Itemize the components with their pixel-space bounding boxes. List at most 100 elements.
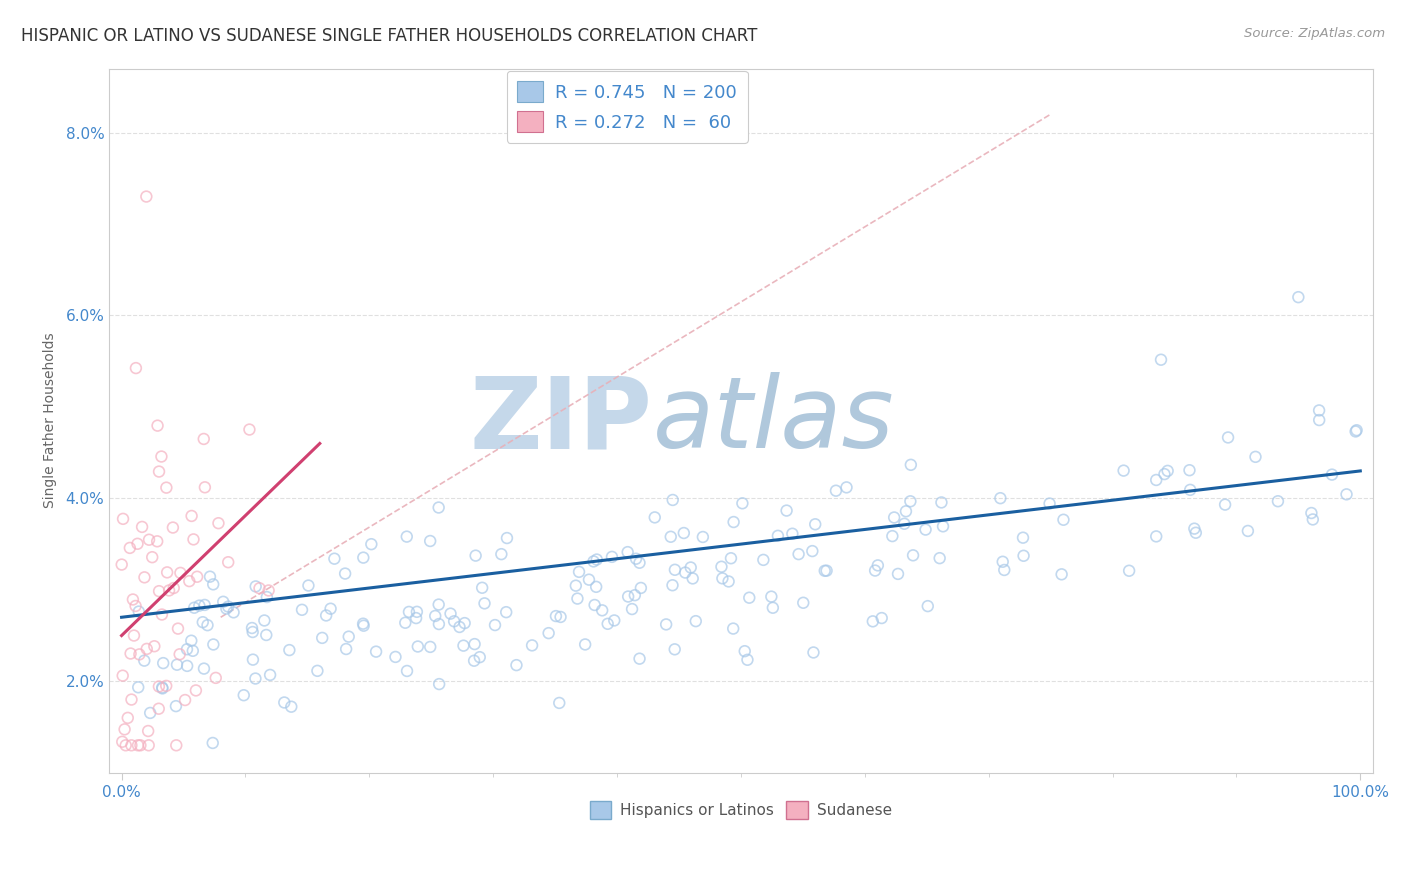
- Point: [624, 551, 647, 566]
- Point: [814, 564, 837, 578]
- Point: [179, 574, 201, 588]
- Point: [253, 614, 276, 628]
- Point: [406, 605, 429, 619]
- Point: [496, 531, 519, 545]
- Point: [738, 591, 761, 605]
- Point: [169, 647, 191, 661]
- Point: [249, 581, 271, 595]
- Point: [111, 668, 134, 682]
- Point: [661, 493, 683, 508]
- Point: [150, 450, 173, 464]
- Point: [427, 677, 450, 691]
- Point: [550, 610, 572, 624]
- Point: [1286, 290, 1309, 304]
- Point: [319, 601, 342, 615]
- Point: [122, 592, 145, 607]
- Point: [427, 598, 450, 612]
- Point: [565, 579, 588, 593]
- Point: [188, 599, 211, 613]
- Point: [127, 739, 149, 753]
- Point: [148, 702, 170, 716]
- Point: [679, 560, 702, 574]
- Text: ZIP: ZIP: [470, 372, 652, 469]
- Point: [1336, 487, 1358, 501]
- Point: [191, 615, 214, 630]
- Point: [315, 608, 337, 623]
- Point: [1244, 450, 1267, 464]
- Point: [991, 555, 1014, 569]
- Point: [583, 598, 606, 612]
- Point: [425, 609, 447, 624]
- Point: [427, 617, 450, 632]
- Point: [762, 600, 785, 615]
- Point: [150, 681, 173, 695]
- Point: [1156, 464, 1178, 478]
- Point: [567, 591, 589, 606]
- Point: [364, 645, 387, 659]
- Point: [155, 481, 177, 495]
- Point: [737, 653, 759, 667]
- Point: [1308, 403, 1330, 417]
- Point: [201, 736, 224, 750]
- Point: [568, 565, 591, 579]
- Point: [1050, 567, 1073, 582]
- Point: [449, 620, 471, 634]
- Point: [898, 494, 921, 508]
- Point: [685, 614, 707, 628]
- Point: [621, 602, 644, 616]
- Point: [353, 618, 375, 632]
- Point: [207, 516, 229, 531]
- Point: [574, 637, 596, 651]
- Point: [117, 711, 139, 725]
- Point: [463, 654, 485, 668]
- Point: [136, 724, 159, 739]
- Point: [495, 605, 517, 619]
- Point: [128, 648, 150, 662]
- Point: [122, 629, 145, 643]
- Point: [1012, 531, 1035, 545]
- Point: [333, 566, 356, 581]
- Point: [184, 683, 207, 698]
- Point: [352, 550, 374, 565]
- Point: [256, 590, 278, 604]
- Point: [1185, 525, 1208, 540]
- Point: [215, 601, 238, 615]
- Point: [143, 639, 166, 653]
- Point: [792, 596, 814, 610]
- Point: [1052, 513, 1074, 527]
- Point: [711, 571, 734, 585]
- Point: [217, 599, 239, 614]
- Point: [238, 423, 260, 437]
- Point: [761, 590, 783, 604]
- Point: [278, 643, 301, 657]
- Point: [659, 530, 682, 544]
- Point: [398, 605, 420, 619]
- Point: [673, 566, 696, 580]
- Point: [616, 545, 638, 559]
- Point: [644, 510, 666, 524]
- Point: [183, 533, 205, 547]
- Point: [815, 564, 838, 578]
- Point: [176, 642, 198, 657]
- Point: [804, 517, 827, 532]
- Point: [193, 432, 215, 446]
- Point: [894, 504, 917, 518]
- Point: [1182, 522, 1205, 536]
- Point: [156, 566, 179, 580]
- Point: [1344, 425, 1367, 439]
- Point: [443, 615, 465, 629]
- Point: [893, 516, 915, 531]
- Point: [585, 552, 607, 566]
- Point: [204, 671, 226, 685]
- Point: [148, 465, 170, 479]
- Point: [932, 519, 955, 533]
- Point: [323, 551, 346, 566]
- Point: [193, 662, 215, 676]
- Point: [146, 534, 169, 549]
- Point: [360, 537, 382, 551]
- Point: [202, 638, 225, 652]
- Point: [186, 570, 208, 584]
- Point: [141, 550, 163, 565]
- Point: [222, 605, 245, 619]
- Point: [752, 553, 775, 567]
